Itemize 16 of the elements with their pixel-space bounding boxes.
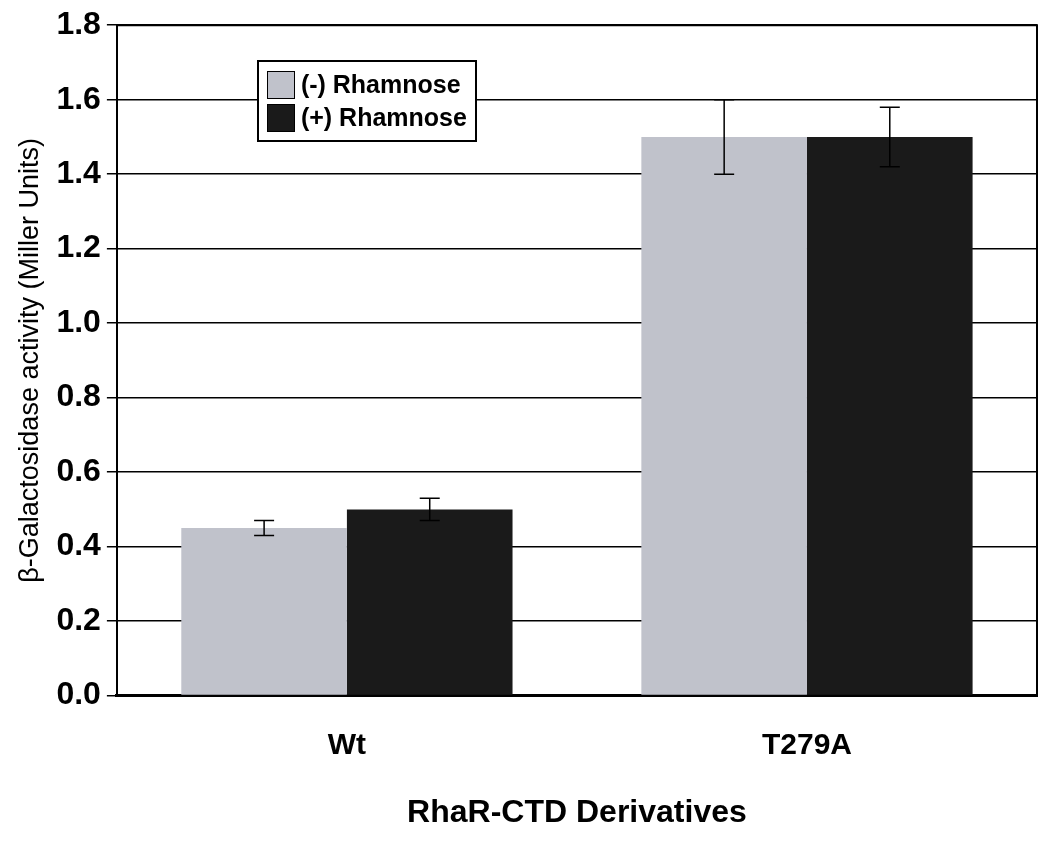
x-tick-label: Wt — [327, 726, 367, 760]
legend-label: (-) Rhamnose — [300, 70, 461, 100]
y-tick-label: 1.0 — [56, 302, 101, 339]
y-tick-label: 1.2 — [56, 228, 101, 265]
y-tick-label: 0.8 — [56, 377, 101, 414]
y-tick-label: 1.8 — [56, 5, 101, 42]
y-axis-title: β-Galactosidase activity (Miller Units) — [13, 138, 44, 583]
y-tick-label: 0.0 — [56, 675, 101, 712]
x-tick-label: T279A — [761, 726, 852, 760]
x-axis-title: RhaR-CTD Derivatives — [407, 792, 747, 829]
y-tick-label: 0.6 — [56, 451, 101, 488]
legend-label: (+) Rhamnose — [300, 103, 467, 133]
y-tick-label: 1.6 — [56, 79, 101, 116]
y-tick-label: 0.4 — [56, 526, 102, 563]
y-tick-label: 0.2 — [56, 600, 101, 637]
y-tick-label: 1.4 — [56, 154, 102, 191]
